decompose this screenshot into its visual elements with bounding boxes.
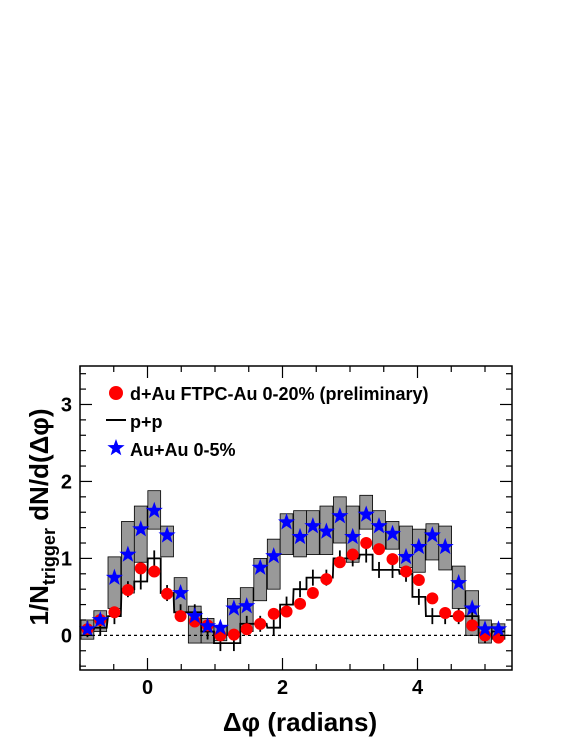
auau-point [278, 513, 296, 530]
band-bin [266, 538, 281, 590]
dau-point [240, 623, 253, 636]
dau-point [121, 583, 134, 596]
auau-point [145, 501, 163, 518]
dau-point [280, 605, 293, 618]
dau-point [386, 553, 399, 566]
dau-point [360, 537, 373, 550]
dau-point [466, 619, 479, 632]
legend-dau-marker [109, 386, 123, 400]
auau-point [225, 599, 243, 616]
auau-point [265, 547, 283, 564]
dau-points [81, 537, 505, 644]
x-axis-title: Δφ (radians) [223, 707, 377, 737]
auau-point [410, 537, 428, 555]
legend: d+Au FTPC-Au 0-20% (preliminary) p+p Au+… [106, 384, 429, 460]
y-tick-label: 0 [61, 625, 72, 647]
band-bin [133, 505, 148, 563]
auau-point [158, 526, 176, 543]
dau-point [227, 628, 240, 641]
auau-point [384, 524, 402, 542]
auau-point [304, 517, 322, 534]
dau-point [294, 597, 307, 610]
dau-point [346, 548, 359, 561]
dau-point [412, 573, 425, 586]
y-axis-title-main: 1/N [24, 585, 54, 625]
y-axis-title-sub: trigger [39, 528, 59, 585]
auau-point [119, 545, 137, 562]
axes: 0 2 4 0 1 2 3 [61, 366, 512, 699]
band-bin [451, 565, 466, 609]
y-axis-title-rest: dN/d(Δφ) [24, 408, 54, 528]
x-tick-label: 0 [142, 677, 153, 699]
y-tick-label: 2 [61, 471, 72, 493]
dau-point [400, 565, 413, 578]
auau-point [78, 620, 96, 637]
auau-point [172, 584, 190, 601]
dau-point [320, 573, 333, 586]
auau-point [105, 568, 123, 585]
auau-point [489, 620, 508, 637]
auau-points [78, 501, 508, 637]
band-bin [306, 510, 320, 555]
dau-point [174, 610, 187, 623]
dau-point [452, 610, 465, 623]
auau-point [436, 537, 454, 555]
auau-point [423, 526, 441, 543]
auau-point [370, 517, 388, 534]
auau-point [463, 599, 481, 616]
dau-point [439, 607, 452, 620]
x-tick-label: 4 [412, 677, 424, 699]
dau-point [134, 562, 147, 575]
dau-point [267, 607, 280, 620]
auau-point [476, 620, 494, 637]
dau-point [254, 617, 267, 630]
dau-point [306, 587, 319, 600]
dau-point [426, 592, 439, 605]
dau-point [333, 556, 346, 569]
legend-auau-marker [107, 439, 125, 456]
dau-point [108, 606, 121, 619]
auau-point [397, 547, 415, 565]
dau-point [148, 565, 161, 578]
dau-point [161, 587, 174, 600]
y-tick-label: 3 [61, 394, 72, 416]
auau-point [132, 520, 150, 537]
auau-point [238, 597, 256, 614]
auau-point [450, 574, 468, 591]
legend-auau-label: Au+Au 0-5% [130, 440, 236, 460]
auau-point [331, 507, 349, 524]
auau-point [199, 617, 217, 634]
dau-point [373, 543, 386, 556]
legend-dau-label: d+Au FTPC-Au 0-20% (preliminary) [130, 384, 429, 404]
auau-point [186, 607, 204, 624]
y-axis-title: 1/Ntrigger dN/d(Δφ) [24, 408, 59, 625]
x-tick-label: 2 [277, 677, 288, 699]
auau-point [344, 527, 362, 545]
legend-pp-label: p+p [130, 412, 163, 432]
auau-point [357, 505, 375, 522]
y-tick-label: 1 [61, 548, 72, 570]
auau-point [291, 527, 309, 545]
auau-point [251, 558, 269, 575]
plot-frame [79, 365, 513, 671]
band-bin [412, 528, 426, 573]
band-bin [333, 496, 347, 544]
auau-point [317, 522, 335, 539]
auau-point [211, 618, 229, 635]
auau-point [91, 611, 109, 628]
